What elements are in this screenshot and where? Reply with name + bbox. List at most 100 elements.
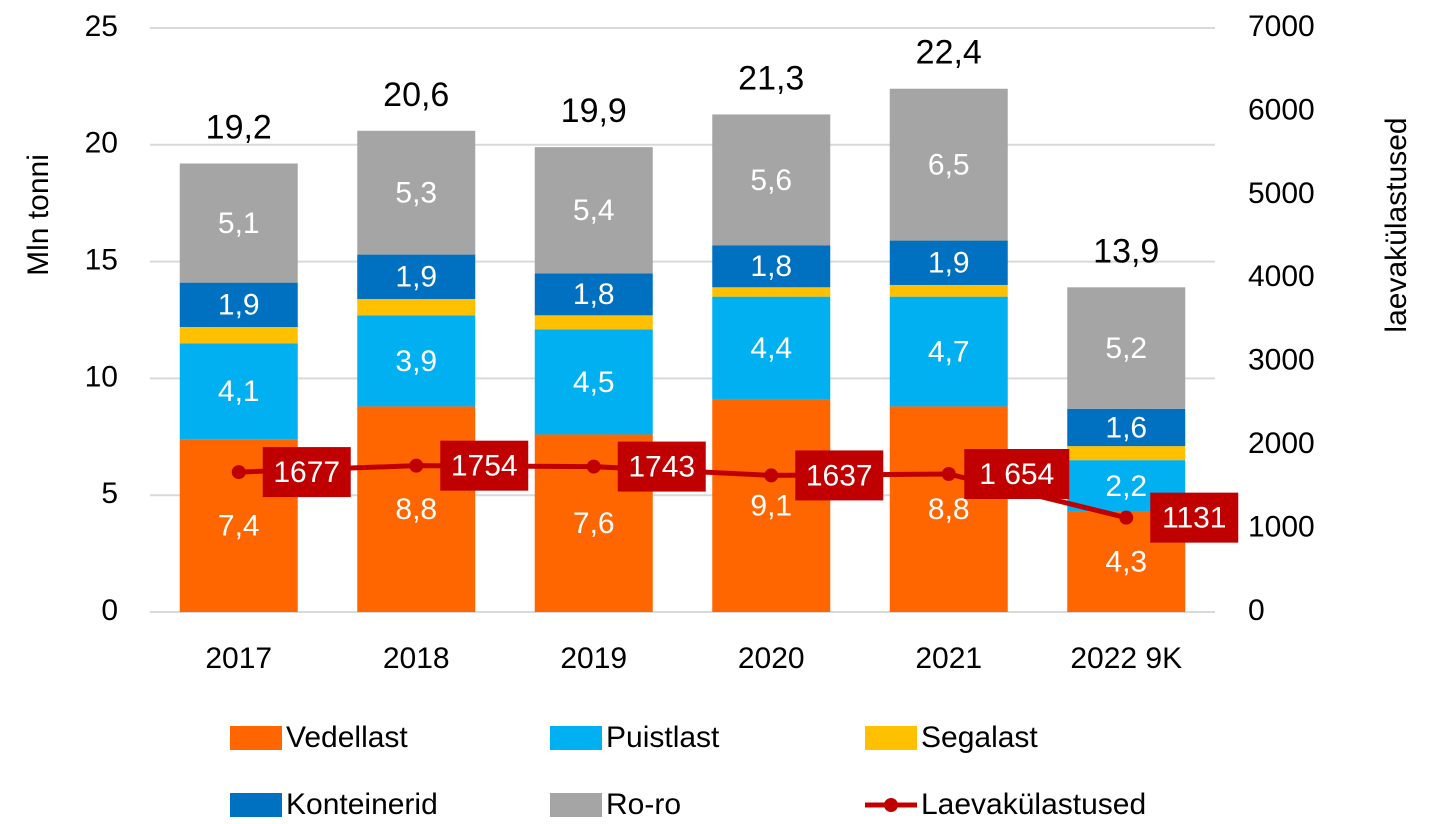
legend-swatch bbox=[550, 793, 602, 817]
data-label: 1677 bbox=[273, 456, 340, 489]
legend-label: Segalast bbox=[921, 721, 1038, 754]
line-marker bbox=[409, 458, 424, 473]
legend-label: Puistlast bbox=[606, 721, 720, 754]
bar-segment bbox=[534, 147, 653, 274]
data-label: 1754 bbox=[451, 450, 518, 483]
value-label: 5,1 bbox=[218, 207, 260, 240]
y2-axis-label: laevakülastused bbox=[1380, 117, 1413, 332]
bar-segment bbox=[179, 343, 298, 440]
bar-segment bbox=[889, 296, 1008, 407]
legend-label: Vedellast bbox=[286, 721, 408, 754]
y-tick-label: 20 bbox=[85, 127, 118, 160]
value-label: 5,3 bbox=[395, 177, 437, 210]
value-label: 1,8 bbox=[573, 278, 615, 311]
data-label: 1131 bbox=[1162, 502, 1227, 535]
value-label: 4,4 bbox=[750, 332, 792, 365]
y2-tick-label: 0 bbox=[1248, 594, 1265, 627]
value-label: 4,1 bbox=[218, 375, 260, 408]
data-label: 1 654 bbox=[979, 458, 1054, 491]
bar-segment bbox=[889, 406, 1008, 612]
legend-marker bbox=[884, 798, 898, 812]
data-label-box bbox=[1150, 492, 1239, 543]
y-tick-label: 10 bbox=[85, 360, 118, 393]
value-label: 5,4 bbox=[573, 194, 615, 227]
data-label: 1743 bbox=[628, 451, 695, 484]
value-label: 4,3 bbox=[1105, 546, 1147, 579]
legend-label: Ro-ro bbox=[606, 788, 681, 821]
line-marker bbox=[1119, 510, 1134, 525]
value-label: 5,6 bbox=[750, 164, 792, 197]
bar-segment bbox=[179, 163, 298, 283]
total-label: 22,4 bbox=[916, 34, 982, 72]
bar-segment bbox=[534, 315, 653, 330]
total-label: 13,9 bbox=[1093, 232, 1159, 270]
value-label: 1,9 bbox=[218, 289, 260, 322]
bar-segment bbox=[179, 327, 298, 344]
data-label-box bbox=[440, 440, 529, 491]
bar-segment bbox=[1067, 446, 1186, 461]
bar-segment bbox=[712, 399, 831, 612]
bar-segment bbox=[1067, 287, 1186, 409]
total-label: 20,6 bbox=[383, 76, 449, 114]
bar-segment bbox=[179, 282, 298, 328]
total-label: 21,3 bbox=[738, 59, 804, 97]
value-label: 1,9 bbox=[928, 247, 970, 280]
legend-swatch bbox=[230, 793, 282, 817]
y2-tick-label: 1000 bbox=[1248, 510, 1315, 543]
bar-segment bbox=[712, 114, 831, 246]
legend-swatch bbox=[550, 726, 602, 750]
line-marker bbox=[586, 459, 601, 474]
value-label: 9,1 bbox=[750, 490, 792, 523]
data-label-box bbox=[795, 450, 884, 501]
y-tick-label: 5 bbox=[101, 477, 118, 510]
y2-tick-label: 7000 bbox=[1248, 10, 1315, 43]
data-label-box bbox=[617, 441, 706, 492]
bar-segment bbox=[357, 315, 476, 407]
value-label: 1,8 bbox=[750, 250, 792, 283]
line-marker bbox=[231, 465, 246, 480]
line-marker bbox=[941, 467, 956, 482]
bar-segment bbox=[889, 240, 1008, 285]
data-label: 1637 bbox=[806, 459, 873, 492]
line-marker bbox=[764, 468, 779, 483]
bar-segment bbox=[889, 88, 1008, 241]
data-label-box bbox=[964, 449, 1070, 500]
value-label: 4,7 bbox=[928, 335, 970, 368]
bar-segment bbox=[1067, 408, 1186, 447]
bar-segment bbox=[712, 287, 831, 297]
y-tick-label: 25 bbox=[85, 10, 118, 43]
value-label: 1,6 bbox=[1105, 411, 1147, 444]
y2-tick-label: 6000 bbox=[1248, 93, 1315, 126]
y-tick-label: 0 bbox=[101, 594, 118, 627]
y2-tick-label: 4000 bbox=[1248, 260, 1315, 293]
y2-tick-label: 5000 bbox=[1248, 177, 1315, 210]
x-tick-label: 2017 bbox=[205, 642, 272, 675]
legend-label: Laevakülastused bbox=[921, 788, 1146, 821]
x-tick-label: 2019 bbox=[560, 642, 627, 675]
x-tick-label: 2021 bbox=[915, 642, 982, 675]
y-axis-label: Mln tonni bbox=[22, 154, 55, 276]
y2-tick-label: 3000 bbox=[1248, 344, 1315, 377]
total-label: 19,2 bbox=[206, 108, 272, 146]
value-label: 3,9 bbox=[395, 345, 437, 378]
bar-segment bbox=[357, 254, 476, 299]
y-tick-label: 15 bbox=[85, 244, 118, 277]
x-tick-label: 2020 bbox=[738, 642, 805, 675]
total-label: 19,9 bbox=[561, 92, 627, 130]
legend-swatch bbox=[230, 726, 282, 750]
value-label: 8,8 bbox=[395, 493, 437, 526]
x-tick-label: 2022 9K bbox=[1070, 642, 1182, 675]
bar-segment bbox=[357, 130, 476, 255]
value-label: 1,9 bbox=[395, 261, 437, 294]
x-tick-label: 2018 bbox=[383, 642, 450, 675]
value-label: 8,8 bbox=[928, 493, 970, 526]
bar-segment bbox=[534, 329, 653, 435]
value-label: 7,4 bbox=[218, 509, 260, 542]
value-label: 2,2 bbox=[1105, 470, 1147, 503]
bar-segment bbox=[889, 284, 1008, 297]
bar-segment bbox=[712, 296, 831, 400]
bar-segment bbox=[534, 273, 653, 316]
bar-segment bbox=[712, 245, 831, 288]
value-label: 7,6 bbox=[573, 507, 615, 540]
